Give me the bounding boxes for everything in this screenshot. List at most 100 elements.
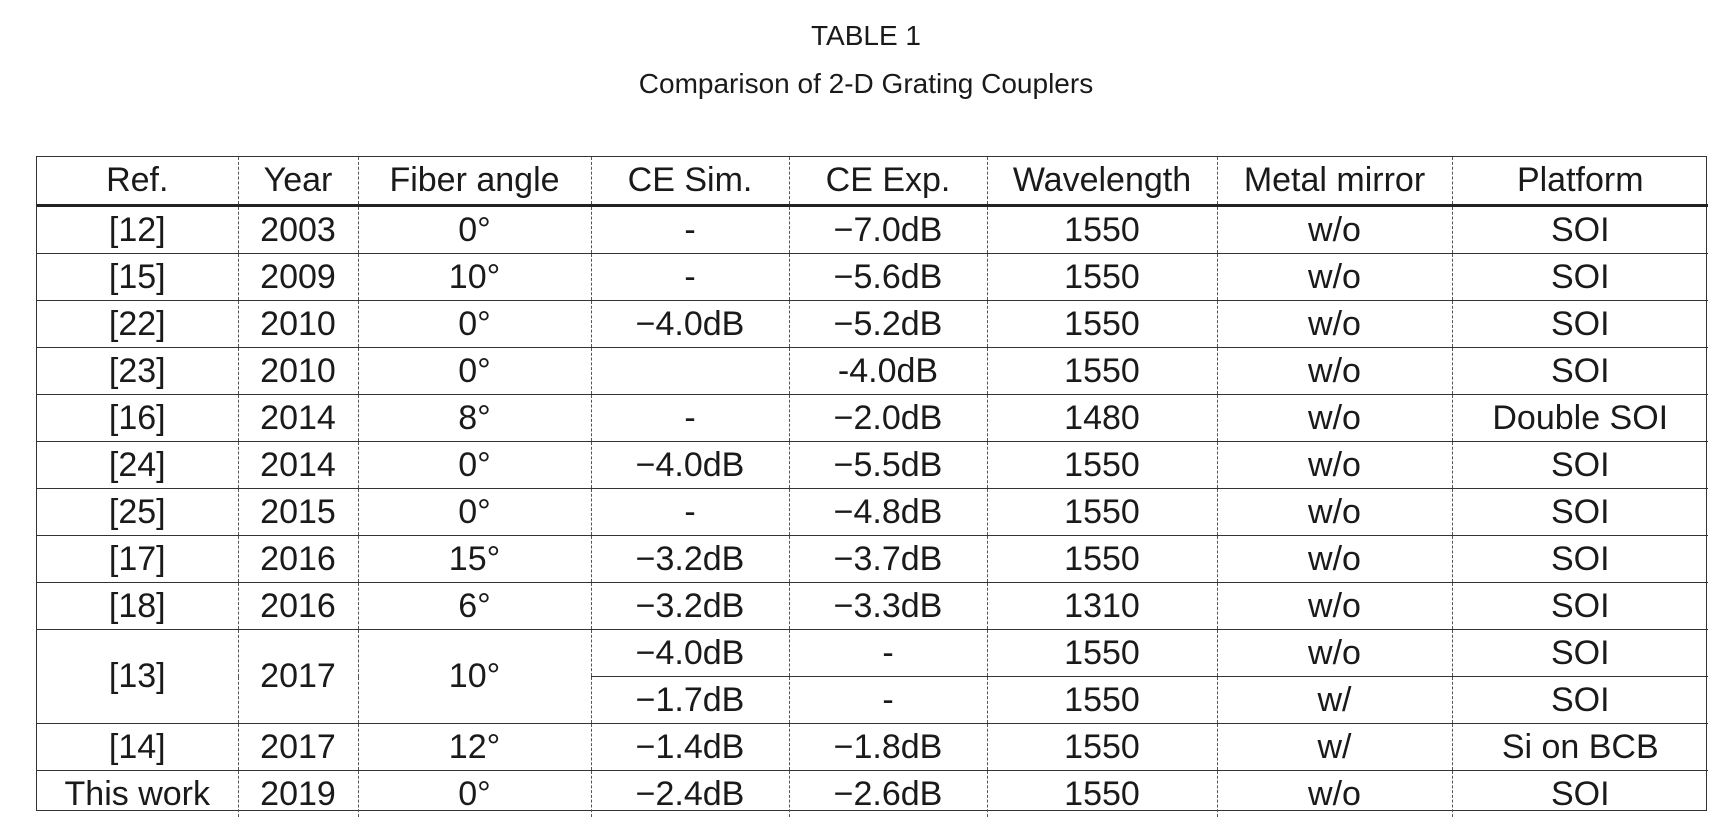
cell-ref: [17]: [37, 535, 238, 583]
cell-fiber-angle: 0°: [357, 441, 591, 489]
cell-ce-exp: -4.0dB: [788, 347, 987, 395]
cell-ce-sim: [590, 347, 789, 395]
col-header-platform: Platform: [1451, 157, 1708, 207]
header-row: Ref. Year Fiber angle CE Sim. CE Exp. Wa…: [37, 157, 1708, 207]
cell-ref: [16]: [37, 394, 238, 442]
cell-ce-sim: -: [590, 394, 789, 442]
cell-fiber-angle: 12°: [357, 723, 591, 771]
cell-wavelength: 1310: [986, 582, 1217, 630]
cell-fiber-angle: 8°: [357, 394, 591, 442]
cell-metal-mirror: w/o: [1216, 300, 1452, 348]
cell-wavelength: 1550: [986, 488, 1217, 536]
cell-wavelength: 1550: [986, 347, 1217, 395]
cell-ce-exp: −3.7dB: [788, 535, 987, 583]
table-row: This work 2019 0° −2.4dB −2.6dB 1550 w/o…: [37, 770, 1708, 817]
comparison-table: Ref. Year Fiber angle CE Sim. CE Exp. Wa…: [36, 156, 1708, 817]
cell-wavelength: 1550: [986, 676, 1217, 724]
cell-year: 2010: [237, 300, 358, 348]
cell-metal-mirror: w/o: [1216, 770, 1452, 817]
cell-ce-sim: −4.0dB: [590, 300, 789, 348]
cell-year: 2017: [237, 723, 358, 771]
cell-ce-exp: −3.3dB: [788, 582, 987, 630]
cell-ref: [14]: [37, 723, 238, 771]
table-row: [17] 2016 15° −3.2dB −3.7dB 1550 w/o SOI: [37, 535, 1708, 583]
table-row: [18] 2016 6° −3.2dB −3.3dB 1310 w/o SOI: [37, 582, 1708, 630]
cell-wavelength: 1550: [986, 441, 1217, 489]
cell-platform: Double SOI: [1451, 394, 1708, 442]
cell-ce-exp: −5.6dB: [788, 253, 987, 301]
cell-ce-exp: −7.0dB: [788, 205, 987, 254]
cell-ce-exp: −2.6dB: [788, 770, 987, 817]
cell-platform: SOI: [1451, 347, 1708, 395]
col-header-wavelength: Wavelength: [986, 157, 1217, 207]
cell-ref: [22]: [37, 300, 238, 348]
cell-fiber-angle: 10°: [357, 253, 591, 301]
cell-ref: [18]: [37, 582, 238, 630]
cell-metal-mirror: w/o: [1216, 253, 1452, 301]
col-header-fiber-angle: Fiber angle: [357, 157, 591, 207]
cell-wavelength: 1550: [986, 770, 1217, 817]
cell-metal-mirror: w/o: [1216, 629, 1452, 677]
cell-fiber-angle: 0°: [357, 205, 591, 254]
cell-ref: [12]: [108, 210, 166, 249]
cell-ce-sim: −3.2dB: [590, 582, 789, 630]
cell-fiber-angle: 0°: [357, 770, 591, 817]
cell-platform: Si on BCB: [1451, 723, 1708, 771]
cell-metal-mirror: w/o: [1216, 535, 1452, 583]
cell-platform: SOI: [1451, 205, 1708, 254]
table-row: −1.7dB - 1550 w/ SOI: [37, 676, 1708, 724]
cell-platform: SOI: [1451, 488, 1708, 536]
cell-fiber-angle: 10°: [357, 629, 591, 724]
cell-platform: SOI: [1451, 676, 1708, 724]
cell-wavelength: 1550: [986, 300, 1217, 348]
cell-wavelength: 1550: [986, 723, 1217, 771]
cell-wavelength: 1550: [986, 253, 1217, 301]
cell-ref: [25]: [37, 488, 238, 536]
cell-ce-exp: -: [788, 676, 987, 724]
cell-ce-exp: -: [788, 629, 987, 677]
cell-ref: [13]: [37, 629, 238, 724]
cell-year: 2003: [237, 205, 358, 254]
cell-year: 2016: [237, 582, 358, 630]
cell-year: 2014: [237, 394, 358, 442]
cell-year: 2009: [237, 253, 358, 301]
cell-metal-mirror: w/o: [1216, 347, 1452, 395]
cell-wavelength: 1550: [986, 629, 1217, 677]
cell-metal-mirror: w/: [1216, 723, 1452, 771]
table-row: [23] 2010 0° -4.0dB 1550 w/o SOI: [37, 347, 1708, 395]
cell-year: 2017: [237, 629, 358, 724]
cell-platform: SOI: [1451, 770, 1708, 817]
cell-platform: SOI: [1451, 629, 1708, 677]
cell-ce-sim: −3.2dB: [590, 535, 789, 583]
cell-platform: SOI: [1451, 300, 1708, 348]
table-row: [15] 2009 10° - −5.6dB 1550 w/o SOI: [37, 253, 1708, 301]
cell-ce-exp: −5.2dB: [788, 300, 987, 348]
cell-fiber-angle: 0°: [357, 300, 591, 348]
cell-fiber-angle: 15°: [357, 535, 591, 583]
cell-ce-exp: −4.8dB: [788, 488, 987, 536]
table-row: [13] 2017 10° −4.0dB - 1550 w/o SOI: [37, 629, 1708, 724]
col-header-metal-mirror: Metal mirror: [1216, 157, 1452, 207]
cell-platform: SOI: [1451, 253, 1708, 301]
cell-wavelength: 1550: [986, 205, 1217, 254]
table-row: [25] 2015 0° - −4.8dB 1550 w/o SOI: [37, 488, 1708, 536]
col-header-ce-exp: CE Exp.: [788, 157, 987, 207]
col-header-year: Year: [237, 157, 358, 207]
cell-year: 2016: [237, 535, 358, 583]
cell-wavelength: 1550: [986, 535, 1217, 583]
cell-ce-sim: -: [590, 488, 789, 536]
cell-ce-exp: −1.8dB: [788, 723, 987, 771]
table-number: TABLE 1: [811, 20, 921, 51]
cell-wavelength: 1480: [986, 394, 1217, 442]
cell-ce-sim: -: [590, 205, 789, 254]
cell-ref: [23]: [37, 347, 238, 395]
cell-year: 2019: [237, 770, 358, 817]
cell-year: 2014: [237, 441, 358, 489]
cell-metal-mirror: w/: [1216, 676, 1452, 724]
cell-metal-mirror: w/o: [1216, 205, 1452, 254]
cell-fiber-angle: 6°: [357, 582, 591, 630]
cell-ce-sim: −4.0dB: [590, 629, 789, 677]
cell-ref: [24]: [37, 441, 238, 489]
cell-fiber-angle: 0°: [357, 488, 591, 536]
cell-metal-mirror: w/o: [1216, 441, 1452, 489]
